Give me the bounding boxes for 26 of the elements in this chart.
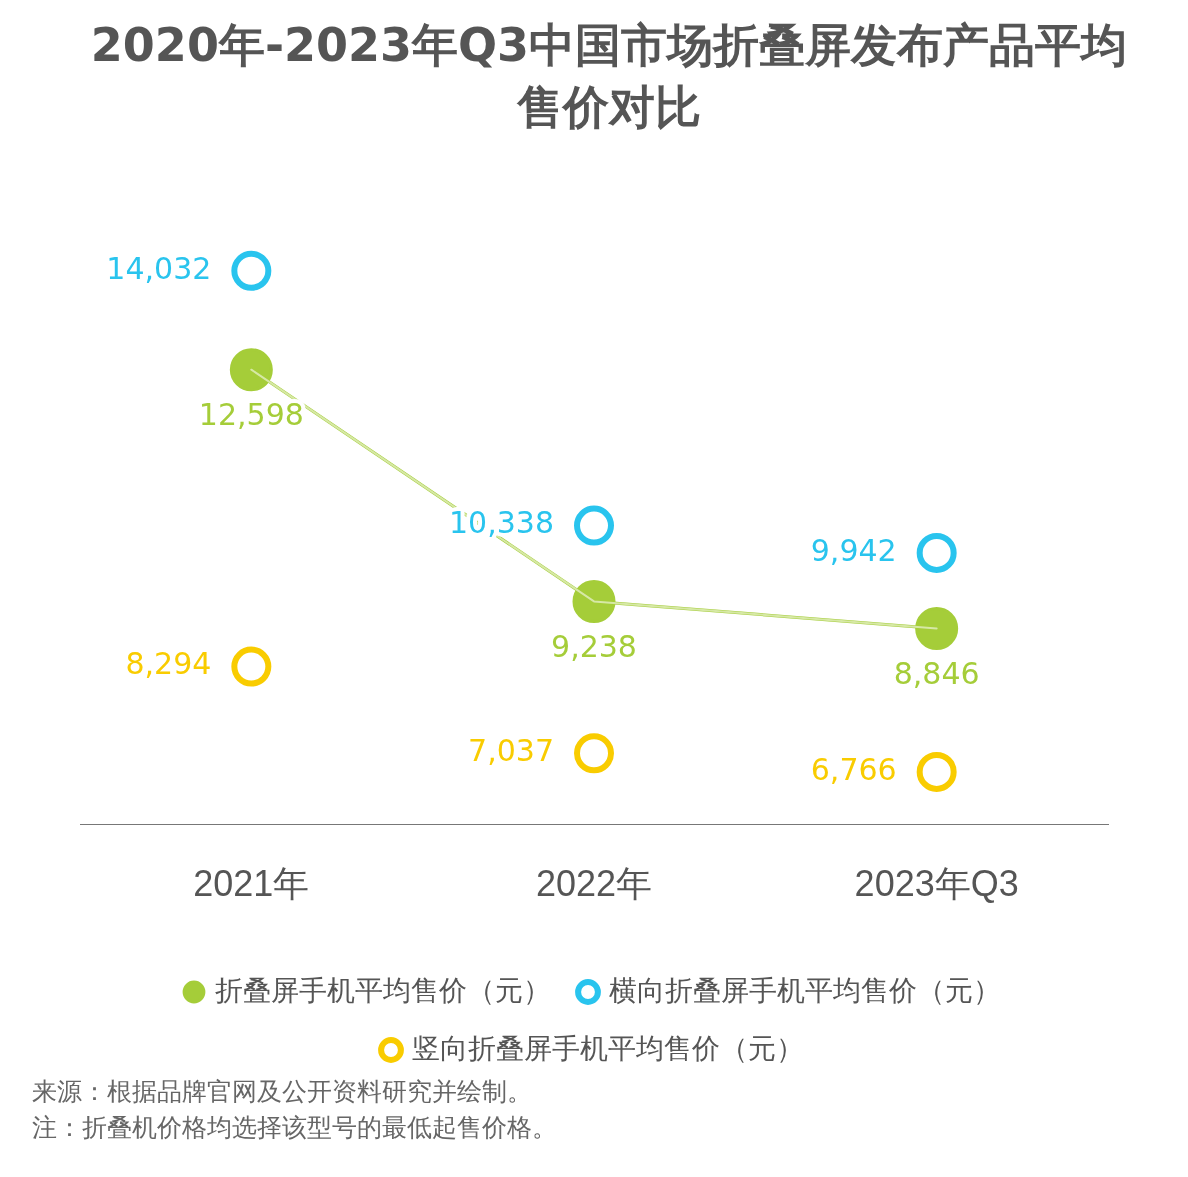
data-label: 9,238 [551,629,637,665]
data-label: 7,037 [468,733,554,769]
legend-label: 折叠屏手机平均售价（元） [215,974,551,1006]
chart-title: 2020年-2023年Q3中国市场折叠屏发布产品平均售价对比 [90,17,1128,136]
data-label: 8,294 [125,646,212,682]
data-label: 9,942 [810,532,897,568]
point [574,505,614,546]
data-label: 14,032 [106,250,212,286]
legend-label: 横向折叠屏手机平均售价（元） [609,974,1001,1006]
data-label: 12,598 [198,397,304,433]
x-tick-label: 2022年 [535,863,653,905]
point [916,532,957,573]
point [229,348,273,392]
text: 注：折叠机价格均选择该型号的最低起售价格。 [32,1112,558,1144]
point [915,606,959,650]
point [574,733,614,774]
data-label: 8,846 [893,656,980,692]
point [231,646,272,687]
x-tick-label: 2023年Q3 [854,863,1019,905]
point [572,579,616,623]
source-note: 来源：根据品牌官网及公开资料研究并绘制。 [32,1076,533,1108]
data-label: 6,766 [810,751,897,787]
point [231,250,272,291]
legend-label: 竖向折叠屏手机平均售价（元） [412,1032,804,1064]
x-tick-label: 2021年 [193,863,310,905]
point [916,751,957,792]
